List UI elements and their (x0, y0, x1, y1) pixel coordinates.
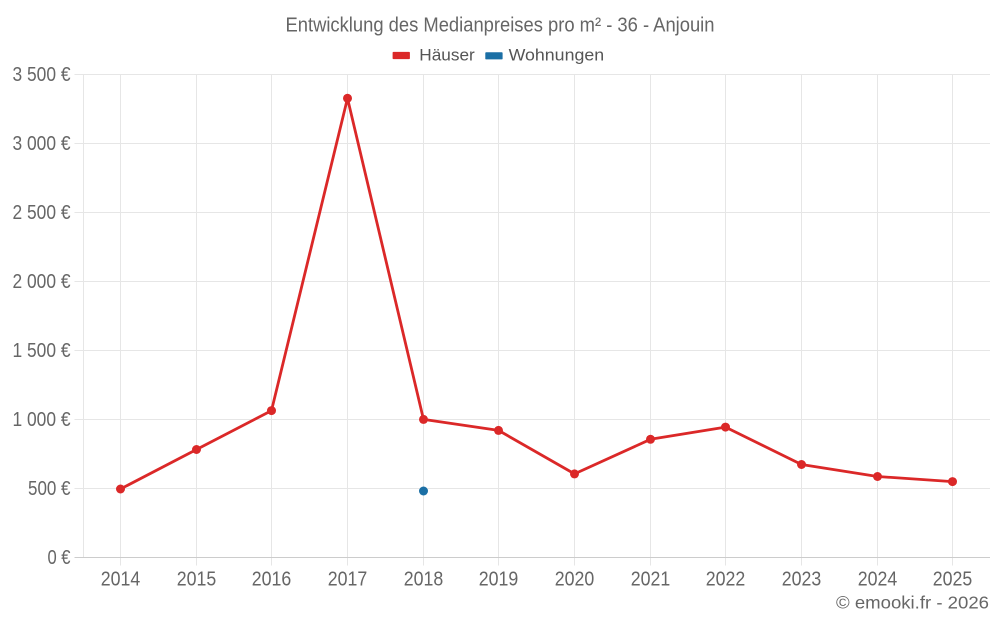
svg-text:2020: 2020 (555, 569, 595, 591)
svg-text:2 000 €: 2 000 € (13, 271, 71, 293)
svg-text:Wohnungen: Wohnungen (509, 46, 604, 65)
svg-text:2016: 2016 (252, 569, 292, 591)
svg-text:2024: 2024 (858, 569, 898, 591)
svg-text:2015: 2015 (177, 569, 217, 591)
svg-text:2023: 2023 (782, 569, 822, 591)
svg-text:3 500 €: 3 500 € (13, 64, 71, 86)
svg-text:© emooki.fr - 2026: © emooki.fr - 2026 (836, 592, 989, 612)
svg-text:500 €: 500 € (28, 478, 71, 500)
svg-text:3 000 €: 3 000 € (13, 133, 71, 155)
svg-text:2021: 2021 (631, 569, 671, 591)
svg-text:0 €: 0 € (48, 547, 71, 569)
svg-text:2 500 €: 2 500 € (13, 202, 71, 224)
svg-text:Häuser: Häuser (419, 46, 475, 65)
svg-text:2019: 2019 (479, 569, 519, 591)
svg-text:Entwicklung des Medianpreises: Entwicklung des Medianpreises pro m² - 3… (286, 14, 715, 36)
svg-text:2018: 2018 (404, 569, 444, 591)
svg-text:2014: 2014 (101, 569, 141, 591)
svg-text:2022: 2022 (706, 569, 746, 591)
svg-text:1 500 €: 1 500 € (13, 340, 71, 362)
svg-text:1 000 €: 1 000 € (13, 409, 71, 431)
svg-text:2017: 2017 (328, 569, 368, 591)
svg-text:2025: 2025 (933, 569, 973, 591)
